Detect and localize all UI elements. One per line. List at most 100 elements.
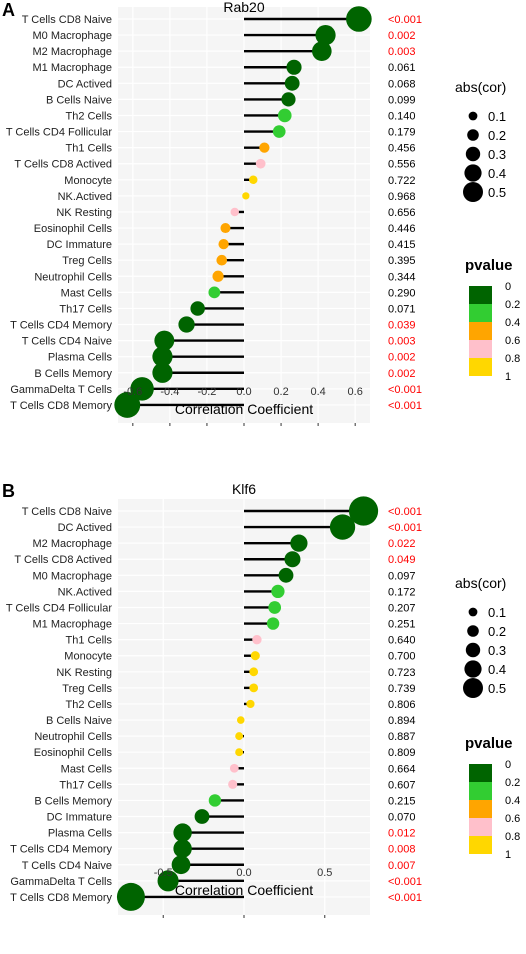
lollipop-point [281,92,296,107]
p-value-label: 0.007 [388,860,416,872]
lollipop-point [116,882,145,911]
size-legend-title: abs(cor) [455,575,506,591]
size-legend-label: 0.1 [488,109,506,124]
category-label: Neutrophil Cells [34,271,112,283]
category-label: Treg Cells [62,255,112,267]
lollipop-point [218,238,229,250]
category-label: NK Resting [56,207,112,219]
lollipop-point [114,391,141,418]
lollipop-point [235,732,244,741]
category-label: M2 Macrophage [33,538,113,550]
panel-label-a: A [2,0,15,20]
lollipop-point [208,286,221,299]
p-value-label: <0.001 [388,384,422,396]
color-legend-title: pvalue [465,735,513,752]
lollipop-point [286,59,302,75]
lollipop-point [278,567,294,583]
size-legend-label: 0.3 [488,643,506,658]
category-label: T Cells CD4 Follicular [6,602,112,614]
lollipop-point [154,330,175,351]
p-value-label: 0.415 [388,239,416,251]
category-label: Th17 Cells [59,303,112,315]
p-value-label: 0.039 [388,320,416,332]
color-legend-swatch [469,322,492,340]
p-value-label: 0.207 [388,602,416,614]
p-value-label: 0.002 [388,352,416,364]
lollipop-point [242,192,250,200]
x-axis-label: Correlation Coefficient [175,882,313,898]
lollipop-point [246,699,255,709]
p-value-label: 0.664 [388,763,416,775]
color-legend-label: 1 [505,849,511,861]
p-value-label: 0.395 [388,255,416,267]
category-label: Monocyte [64,651,112,663]
x-tick-label: -0.2 [197,386,216,398]
category-label: Th17 Cells [59,779,112,791]
size-legend-title: abs(cor) [455,79,506,95]
p-value-label: <0.001 [388,876,422,888]
p-value-label: 0.049 [388,554,416,566]
category-label: T Cells CD8 Actived [14,159,112,171]
p-value-label: 0.068 [388,78,416,90]
lollipop-point [346,6,372,32]
category-label: NK Resting [56,667,112,679]
p-value-label: 0.556 [388,159,416,171]
size-legend-dot [468,111,478,121]
p-value-label: 0.344 [388,271,416,283]
size-legend-label: 0.4 [488,662,506,677]
p-value-label: 0.003 [388,336,416,348]
p-value-label: <0.001 [388,506,422,518]
size-legend-dot [467,625,479,637]
lollipop-point [216,254,228,266]
category-label: T Cells CD4 Follicular [6,127,112,139]
color-legend-swatch [469,782,492,800]
lollipop-point [249,175,258,185]
p-value-label: 0.022 [388,538,416,550]
color-legend-title: pvalue [465,257,513,274]
p-value-label: 0.739 [388,683,416,695]
x-tick-label: 0.5 [317,867,332,879]
lollipop-point [249,683,259,693]
x-tick-label: -0.6 [123,386,142,398]
p-value-label: 0.607 [388,779,416,791]
category-label: T Cells CD4 Naive [22,860,112,872]
chart-title: Rab20 [223,0,264,15]
lollipop-point [236,716,245,724]
p-value-label: <0.001 [388,892,422,904]
p-value-label: 0.012 [388,828,416,840]
p-value-label: 0.071 [388,303,416,315]
color-legend-swatch [469,818,492,836]
category-label: M2 Macrophage [33,46,113,58]
category-label: DC Actived [58,78,112,90]
p-value-label: 0.179 [388,127,416,139]
lollipop-point [272,125,286,138]
lollipop-point [329,514,356,540]
p-value-label: 0.097 [388,570,416,582]
p-value-label: 0.722 [388,175,416,187]
p-value-label: 0.806 [388,699,416,711]
color-legend-label: 0.8 [505,353,520,365]
size-legend-label: 0.4 [488,166,506,181]
p-value-label: 0.070 [388,812,416,824]
category-label: B Cells Naive [46,94,112,106]
color-legend-label: 0 [505,281,511,293]
p-value-label: 0.002 [388,368,416,380]
lollipop-point [250,651,260,661]
size-legend-dot [464,660,482,678]
p-value-label: 0.061 [388,62,416,74]
category-label: DC Immature [47,812,112,824]
lollipop-point [315,24,336,46]
category-label: T Cells CD8 Memory [10,892,112,904]
p-value-label: <0.001 [388,14,422,26]
x-tick-label: 0.0 [236,867,251,879]
size-legend-label: 0.3 [488,147,506,162]
p-value-label: 0.172 [388,586,416,598]
category-label: M1 Macrophage [33,619,113,631]
lollipop-point [271,584,285,599]
lollipop-point [266,617,280,630]
x-tick-label: 0.4 [310,386,325,398]
x-tick-label: 0.6 [348,386,363,398]
panel-label-b: B [2,481,15,501]
p-value-label: 0.894 [388,715,416,727]
